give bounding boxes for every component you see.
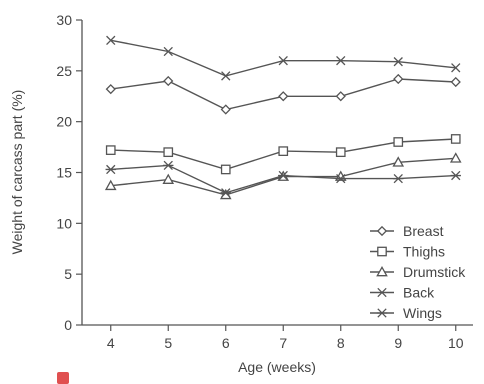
legend-label: Thighs bbox=[403, 244, 445, 260]
legend-item-wings: Wings bbox=[370, 305, 442, 321]
legend-marker-x bbox=[377, 287, 387, 298]
back-point bbox=[221, 71, 231, 81]
series-thighs bbox=[105, 134, 461, 175]
legend: Breast Thighs Drumstick Back Wings bbox=[370, 223, 466, 321]
breast-point bbox=[278, 91, 289, 102]
legend-marker-square bbox=[377, 246, 387, 257]
legend-label: Wings bbox=[403, 305, 442, 321]
legend-label: Breast bbox=[403, 223, 444, 239]
legend-item-drumstick: Drumstick bbox=[370, 264, 466, 280]
x-axis-title: Age (weeks) bbox=[238, 359, 316, 375]
wings-point bbox=[278, 170, 289, 181]
x-tick-label: 8 bbox=[337, 335, 345, 351]
breast-point bbox=[450, 76, 461, 88]
thighs-point bbox=[105, 145, 116, 155]
legend-label: Drumstick bbox=[403, 264, 466, 280]
drumstick-point bbox=[104, 179, 117, 191]
x-tick-label: 5 bbox=[164, 335, 172, 351]
back-line bbox=[110, 39, 456, 77]
y-axis-title: Weight of carcass part (%) bbox=[9, 90, 25, 255]
series-layer bbox=[104, 35, 462, 200]
breast-point bbox=[393, 73, 404, 85]
back-point bbox=[106, 35, 116, 45]
y-tick-label: 30 bbox=[56, 12, 72, 28]
breast-point bbox=[335, 91, 346, 102]
wings-point bbox=[163, 160, 174, 171]
red-marker-icon bbox=[57, 372, 69, 384]
y-tick-label: 25 bbox=[56, 63, 72, 79]
drumstick-point bbox=[449, 152, 462, 163]
breast-point bbox=[163, 75, 174, 87]
drumstick-point bbox=[162, 173, 175, 184]
y-tick-label: 5 bbox=[64, 266, 72, 282]
x-tick-label: 6 bbox=[222, 335, 230, 351]
thighs-point bbox=[278, 146, 289, 156]
legend-marker-triangle bbox=[376, 265, 388, 277]
breast-point bbox=[220, 104, 231, 115]
wings-point bbox=[105, 164, 116, 175]
y-tick-label: 10 bbox=[56, 215, 72, 231]
wings-point bbox=[335, 173, 346, 184]
y-tick-label: 15 bbox=[56, 165, 72, 181]
legend-marker-diamond bbox=[376, 225, 388, 237]
thighs-point bbox=[393, 137, 404, 147]
x-ticks: 4 5 6 7 8 9 10 bbox=[107, 325, 464, 351]
legend-marker-asterisk bbox=[376, 308, 388, 318]
legend-label: Back bbox=[403, 285, 435, 301]
back-point bbox=[278, 56, 288, 66]
thighs-point bbox=[220, 164, 231, 175]
thighs-point bbox=[450, 134, 461, 144]
series-back bbox=[106, 35, 461, 81]
thighs-point bbox=[335, 147, 346, 158]
wings-point bbox=[220, 188, 231, 198]
x-tick-label: 7 bbox=[279, 335, 287, 351]
wings-point bbox=[393, 173, 404, 184]
series-breast bbox=[105, 73, 461, 115]
y-tick-label: 20 bbox=[56, 114, 72, 130]
back-point bbox=[163, 46, 173, 57]
x-tick-label: 4 bbox=[107, 335, 115, 351]
x-tick-label: 10 bbox=[448, 335, 464, 351]
x-tick-label: 9 bbox=[394, 335, 402, 351]
legend-item-breast: Breast bbox=[370, 223, 444, 239]
series-wings bbox=[105, 160, 461, 198]
back-point bbox=[393, 57, 403, 67]
y-tick-label: 0 bbox=[64, 317, 72, 333]
legend-item-back: Back bbox=[370, 285, 435, 301]
drumstick-point bbox=[392, 156, 405, 167]
back-point bbox=[336, 56, 346, 66]
legend-item-thighs: Thighs bbox=[370, 244, 445, 260]
thighs-point bbox=[163, 147, 174, 158]
breast-point bbox=[105, 84, 116, 95]
y-ticks: 0 5 10 15 20 25 30 bbox=[56, 12, 82, 333]
back-point bbox=[451, 63, 461, 73]
wings-point bbox=[450, 170, 461, 181]
